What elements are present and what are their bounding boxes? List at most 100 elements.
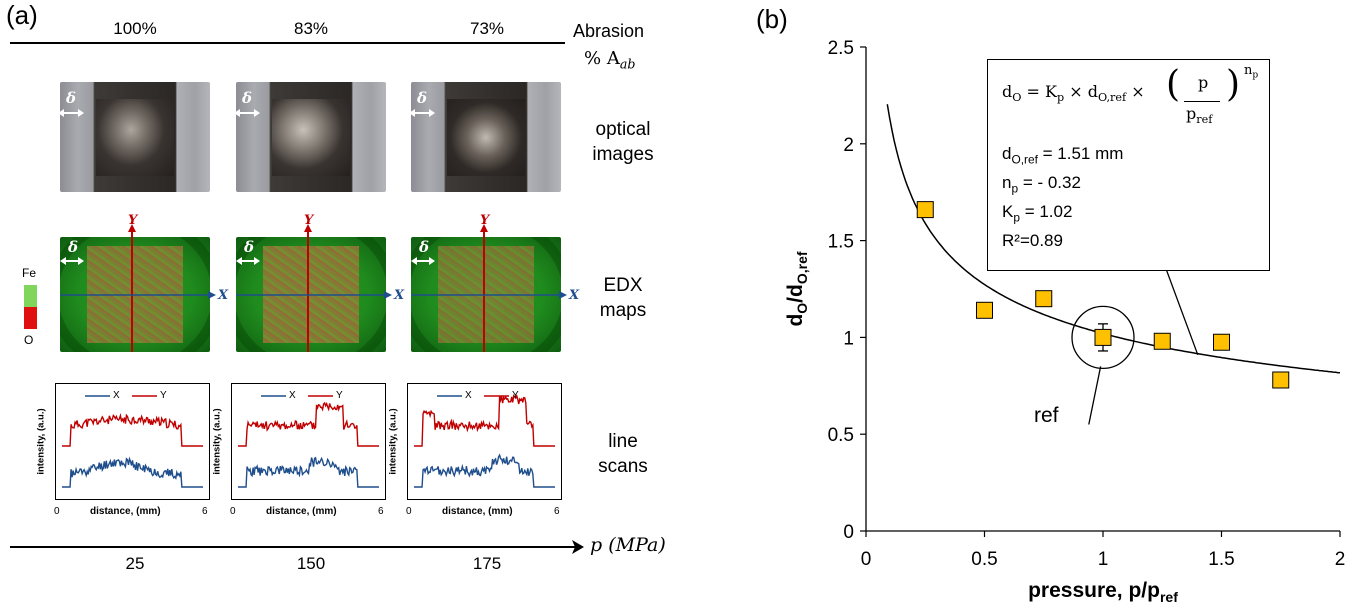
scan-xlabel-2: distance, (mm): [266, 506, 337, 517]
pressure-value-3: 175: [472, 554, 502, 573]
y-tick-label: 1.5: [828, 232, 854, 253]
colorbar-fe: [24, 285, 37, 307]
colorbar-top-label: Fe: [22, 266, 37, 280]
data-point: [976, 301, 993, 319]
abrasion-header: Abrasion: [573, 21, 645, 41]
data-point: [916, 201, 934, 219]
scan-xtick-0-1: 0: [54, 506, 60, 517]
data-point: [1153, 332, 1171, 350]
scan-ylabel-1: intensity, (a.u.): [35, 408, 47, 475]
delta-label-optical-2: δ: [242, 89, 253, 107]
x-tick-label: 0: [861, 549, 872, 570]
fit-equation-fraction-close: ): [1226, 64, 1241, 105]
x-axis-title: pressure, p/pref: [1028, 579, 1178, 605]
scan-legend-x-2: X: [289, 390, 296, 401]
data-point: [1094, 328, 1112, 346]
scan-x-line: [414, 453, 555, 488]
pressure-axis-line: [10, 546, 575, 548]
row-label-edx: EDX maps: [599, 275, 647, 321]
pressure-value-1: 25: [125, 554, 145, 573]
abrasion-value-3: 73%: [469, 19, 505, 38]
scan-xtick-0-3: 0: [406, 506, 412, 517]
scan-x-line: [62, 456, 203, 488]
line-scan-plot-3: [414, 393, 555, 488]
ref-pointer-line: [1088, 366, 1102, 425]
edx-x-label-2: X: [394, 288, 405, 303]
edx-axes: [60, 224, 567, 352]
y-tick-label: 2.5: [828, 38, 854, 59]
x-tick-label: 1: [1098, 549, 1109, 570]
scan-xlabel-1: distance, (mm): [90, 506, 161, 517]
ref-label: ref: [1034, 404, 1059, 427]
scan-x-line: [238, 456, 379, 488]
line-scan-1: [55, 383, 210, 500]
pressure-value-2: 150: [296, 554, 326, 573]
data-point: [1035, 290, 1053, 308]
delta-arrows-optical: [58, 109, 435, 117]
scan-legend-lines: [85, 395, 509, 397]
delta-label-edx-3: δ: [419, 238, 430, 256]
x-tick-label: 1.5: [1208, 549, 1234, 570]
scan-ylabel-2: intensity, (a.u.): [211, 408, 223, 475]
delta-label-edx-1: δ: [68, 238, 79, 256]
y-tick-label: 0.5: [828, 425, 854, 446]
abrasion-axis-line: [10, 42, 565, 44]
scan-ylabel-3: intensity, (a.u.): [387, 408, 399, 475]
scan-y-line: [62, 412, 203, 447]
ref-circle: [1071, 305, 1135, 370]
abrasion-value-2: 83%: [293, 19, 329, 38]
fit-line-kp: Kp = 1.02: [1002, 202, 1073, 225]
abrasion-header-symbol: % Aab: [584, 48, 636, 72]
fit-equation-box: dO = Kp × dO,ref × ( p pref ) np dO,ref …: [987, 59, 1270, 271]
fit-equation-fraction: (: [1166, 64, 1181, 105]
edx-x-label-1: X: [218, 288, 229, 303]
fit-equation-numerator: p: [1198, 73, 1209, 92]
y-tick-label: 2: [843, 135, 854, 156]
pressure-axis-arrow: [572, 540, 584, 554]
row-label-scans: line scans: [598, 431, 648, 477]
abrasion-value-1: 100%: [113, 19, 157, 38]
line-scan-2: [231, 383, 386, 500]
fit-line-r2: R²=0.89: [1002, 231, 1063, 250]
fit-equation-exponent: np: [1244, 63, 1259, 81]
fit-equation-denominator: pref: [1186, 104, 1213, 127]
data-point: [1213, 333, 1230, 351]
colorbar-bottom-label: O: [24, 333, 34, 347]
colorbar-o: [24, 307, 37, 329]
optical-image-2: [236, 82, 386, 192]
scan-y-line: [238, 401, 379, 447]
x-tick-label: 0.5: [971, 549, 997, 570]
scan-legend-y-2: Y: [336, 390, 343, 401]
pressure-axis-label: p (MPa): [590, 534, 666, 556]
line-scan-plot-1: [62, 412, 203, 488]
fit-line-np: np = - 0.32: [1002, 173, 1081, 196]
pressure-chart: 0 0.5 1 1.5 2 2.5 0 0.5 1 1.5 2 pressure, p/pref dO/…: [784, 38, 1346, 605]
delta-label-optical-1: δ: [66, 89, 77, 107]
fit-equation-fraction-bar: [1184, 101, 1220, 103]
row-label-optical: optical images: [592, 119, 654, 165]
scan-legend-y-3: Y: [512, 390, 519, 401]
scan-xtick-6-3: 6: [554, 506, 560, 517]
line-scan-plot-2: [238, 401, 379, 488]
data-point: [1272, 371, 1290, 389]
y-tick-label: 0: [843, 522, 854, 543]
optical-image-3: [411, 82, 561, 192]
scan-legend-y-1: Y: [160, 390, 167, 401]
y-tick-label: 1: [843, 328, 854, 349]
fit-curve: [886, 104, 1341, 374]
scan-xtick-6-2: 6: [378, 506, 384, 517]
scan-y-line: [414, 393, 555, 447]
edx-y-label-3: Y: [480, 213, 490, 228]
scan-xtick-0-2: 0: [230, 506, 236, 517]
scan-xtick-6-1: 6: [202, 506, 208, 517]
y-axis-title: dO/dO,ref: [784, 251, 810, 326]
scan-xlabel-3: distance, (mm): [442, 506, 513, 517]
fit-line-dref: dO,ref = 1.51 mm: [1002, 144, 1124, 167]
x-tick-label: 2: [1335, 549, 1346, 570]
optical-image-1: [60, 82, 210, 192]
panel-a-label: (a): [6, 0, 38, 30]
panel-b-label: (b): [756, 4, 788, 34]
edx-x-label-3: X: [569, 288, 580, 303]
edx-y-label-2: Y: [304, 213, 314, 228]
edx-y-label-1: Y: [128, 213, 138, 228]
